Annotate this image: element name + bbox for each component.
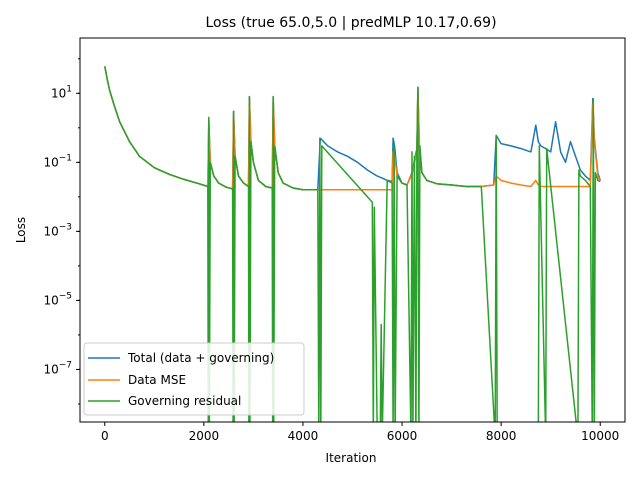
y-tick-label: 10−7 [43, 360, 72, 376]
y-tick-label: 10−1 [43, 153, 72, 169]
legend-box [83, 342, 305, 416]
series-line-2 [104, 66, 601, 422]
series-layer [104, 66, 601, 422]
legend-label-governing: Governing residual [128, 394, 241, 408]
y-tick-label: 10−5 [43, 291, 72, 307]
plot-frame [79, 37, 626, 423]
x-tick-label: 0 [101, 429, 109, 443]
x-axis-ticks: 0 2000 4000 6000 8000 10000 [101, 422, 619, 443]
x-axis-label: Iteration [326, 451, 377, 465]
x-tick-label: 8000 [486, 429, 517, 443]
y-axis-ticks: 101 10−1 10−3 10−5 10−7 [43, 58, 80, 405]
y-tick-label: 10−3 [43, 222, 72, 238]
x-tick-label: 10000 [581, 429, 619, 443]
y-tick-label: 101 [51, 84, 72, 100]
legend: Total (data + governing) Data MSE Govern… [83, 342, 305, 416]
x-tick-label: 2000 [189, 429, 220, 443]
chart-title: Loss (true 65.0,5.0 | predMLP 10.17,0.69… [205, 15, 496, 31]
x-tick-label: 4000 [288, 429, 319, 443]
x-tick-label: 6000 [387, 429, 418, 443]
legend-label-data-mse: Data MSE [128, 373, 186, 387]
legend-label-total: Total (data + governing) [127, 351, 274, 365]
y-axis-label: Loss [14, 217, 28, 243]
